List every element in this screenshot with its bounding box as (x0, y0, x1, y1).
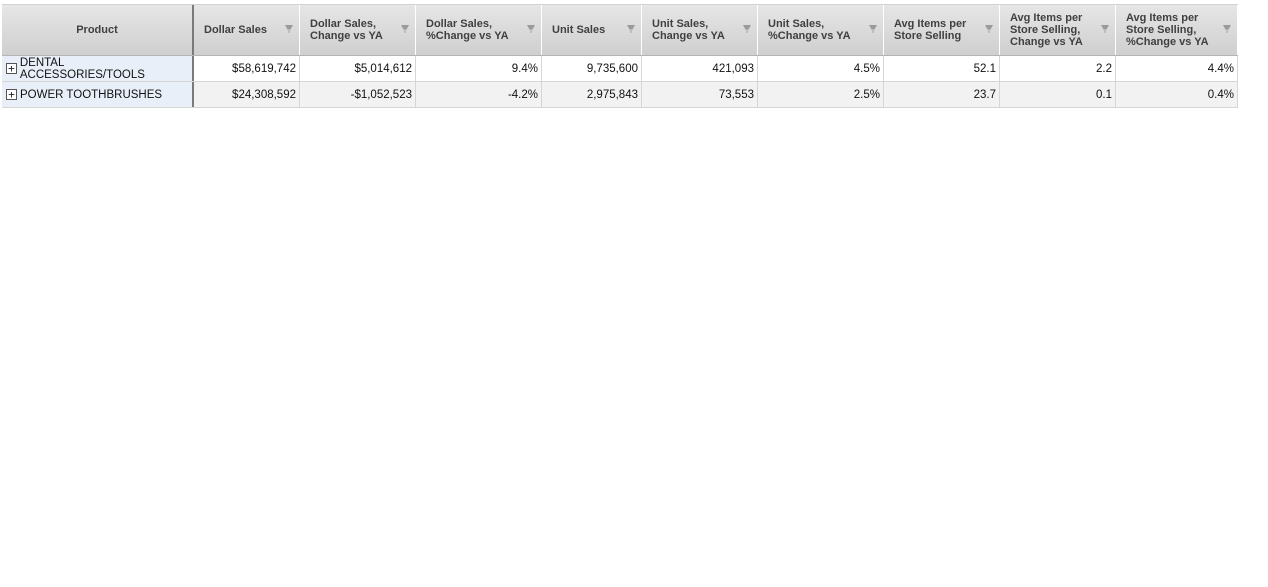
column-header-label: Unit Sales, Change vs YA (652, 18, 725, 42)
filter-icon[interactable] (401, 25, 409, 33)
table-row: + POWER TOOTHBRUSHES $24,308,592 -$1,052… (2, 82, 1238, 108)
expand-icon[interactable]: + (6, 89, 17, 100)
filter-icon[interactable] (985, 25, 993, 33)
column-header-dollar-sales[interactable]: Dollar Sales (194, 5, 300, 55)
unit-sales-change-cell: 73,553 (642, 82, 758, 107)
dollar-sales-cell: $24,308,592 (194, 82, 300, 107)
column-header-label: Dollar Sales, %Change vs YA (426, 18, 509, 42)
column-header-label: Dollar Sales (204, 24, 267, 36)
unit-sales-change-cell: 421,093 (642, 56, 758, 81)
filter-icon[interactable] (527, 25, 535, 33)
data-grid: Product Dollar Sales Dollar Sales, Chang… (2, 4, 1238, 108)
filter-icon[interactable] (1223, 25, 1231, 33)
dollar-sales-pct-change-cell: -4.2% (416, 82, 542, 107)
product-cell: + POWER TOOTHBRUSHES (2, 82, 194, 107)
dollar-sales-change-cell: -$1,052,523 (300, 82, 416, 107)
avg-items-change-cell: 0.1 (1000, 82, 1116, 107)
column-header-avg-items-pct-change[interactable]: Avg Items per Store Selling, %Change vs … (1116, 5, 1238, 55)
avg-items-change-cell: 2.2 (1000, 56, 1116, 81)
avg-items-pct-change-cell: 0.4% (1116, 82, 1238, 107)
expand-icon[interactable]: + (6, 63, 17, 74)
table-row: + DENTAL ACCESSORIES/TOOLS $58,619,742 $… (2, 56, 1238, 82)
filter-icon[interactable] (869, 25, 877, 33)
column-header-label: Avg Items per Store Selling, Change vs Y… (1010, 12, 1083, 48)
avg-items-cell: 52.1 (884, 56, 1000, 81)
filter-icon[interactable] (743, 25, 751, 33)
column-header-product[interactable]: Product (2, 5, 194, 55)
unit-sales-pct-change-cell: 4.5% (758, 56, 884, 81)
column-header-label: Product (76, 24, 118, 36)
column-header-unit-sales-pct-change[interactable]: Unit Sales, %Change vs YA (758, 5, 884, 55)
column-header-avg-items-change[interactable]: Avg Items per Store Selling, Change vs Y… (1000, 5, 1116, 55)
product-cell: + DENTAL ACCESSORIES/TOOLS (2, 56, 194, 81)
column-header-dollar-sales-change[interactable]: Dollar Sales, Change vs YA (300, 5, 416, 55)
unit-sales-pct-change-cell: 2.5% (758, 82, 884, 107)
unit-sales-cell: 2,975,843 (542, 82, 642, 107)
dollar-sales-cell: $58,619,742 (194, 56, 300, 81)
product-name: DENTAL ACCESSORIES/TOOLS (19, 56, 145, 81)
column-header-label: Unit Sales (552, 24, 606, 36)
header-row: Product Dollar Sales Dollar Sales, Chang… (2, 4, 1238, 56)
column-header-label: Unit Sales, %Change vs YA (768, 18, 851, 42)
filter-icon[interactable] (285, 25, 293, 33)
column-header-label: Avg Items per Store Selling, %Change vs … (1126, 12, 1209, 48)
filter-icon[interactable] (627, 25, 635, 33)
column-header-dollar-sales-pct-change[interactable]: Dollar Sales, %Change vs YA (416, 5, 542, 55)
avg-items-pct-change-cell: 4.4% (1116, 56, 1238, 81)
column-header-unit-sales[interactable]: Unit Sales (542, 5, 642, 55)
dollar-sales-change-cell: $5,014,612 (300, 56, 416, 81)
column-header-unit-sales-change[interactable]: Unit Sales, Change vs YA (642, 5, 758, 55)
column-header-label: Avg Items per Store Selling (894, 18, 967, 42)
column-header-label: Dollar Sales, Change vs YA (310, 18, 383, 42)
avg-items-cell: 23.7 (884, 82, 1000, 107)
column-header-avg-items[interactable]: Avg Items per Store Selling (884, 5, 1000, 55)
filter-icon[interactable] (1101, 25, 1109, 33)
dollar-sales-pct-change-cell: 9.4% (416, 56, 542, 81)
product-name: POWER TOOTHBRUSHES (20, 88, 163, 101)
unit-sales-cell: 9,735,600 (542, 56, 642, 81)
